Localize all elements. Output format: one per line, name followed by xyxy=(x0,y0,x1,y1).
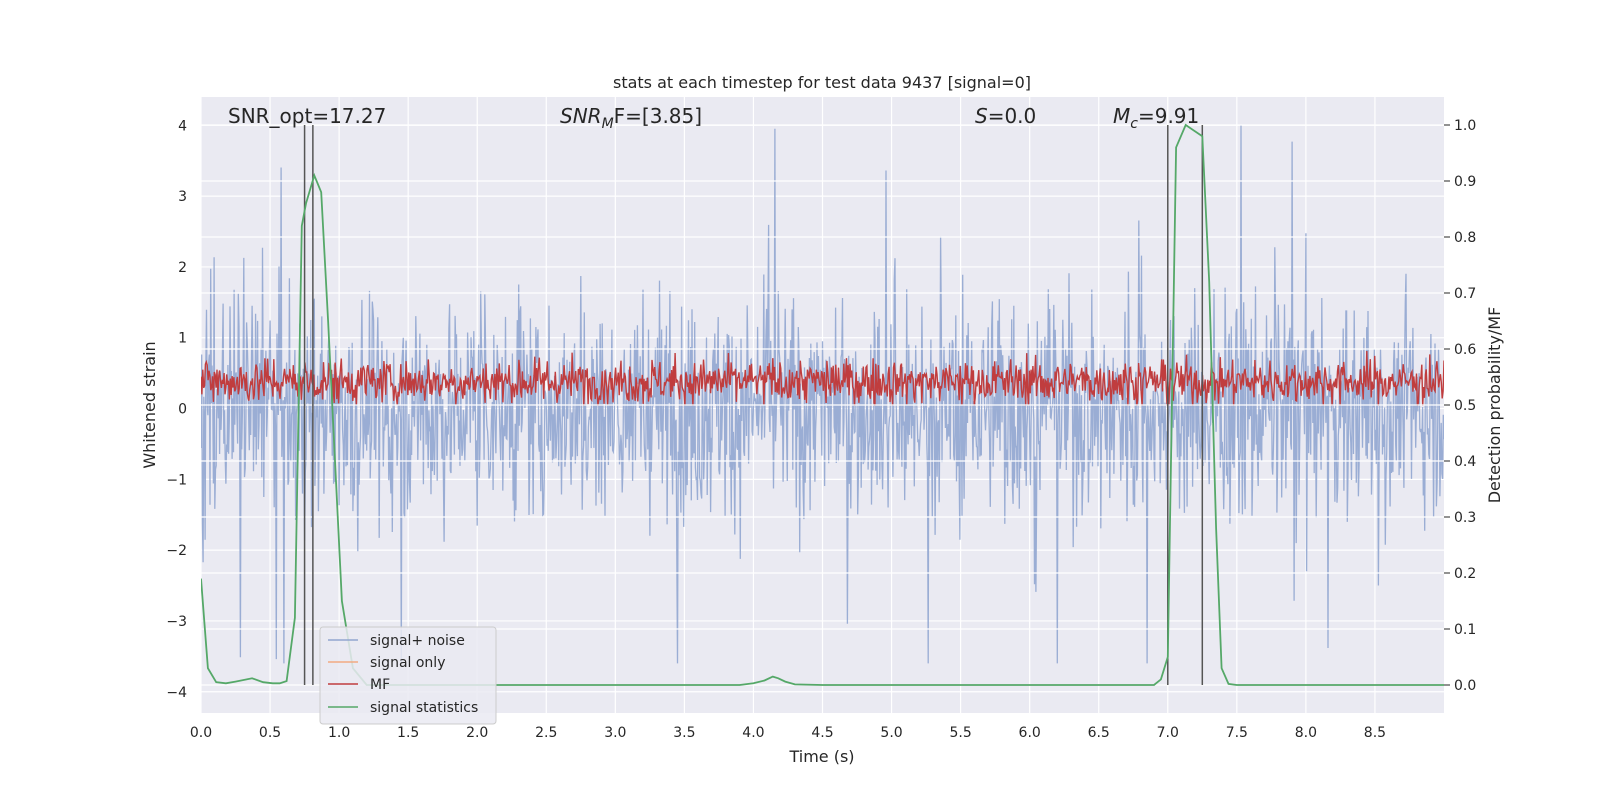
y-right-tick-label: 0.4 xyxy=(1454,454,1476,470)
y-left-tick-label: −4 xyxy=(166,685,187,701)
x-tick-label: 7.5 xyxy=(1226,725,1248,741)
y-left-axis-label: Whitened strain xyxy=(140,341,159,468)
x-tick-label: 6.5 xyxy=(1088,725,1110,741)
x-tick-labels: 0.0 0.5 1.0 1.5 2.0 2.5 3.0 3.5 4.0 4.5 5.0 5.5 6.0 6… xyxy=(190,725,1386,741)
y-left-tick-label: 0 xyxy=(178,402,187,418)
y-left-tick-label: 2 xyxy=(178,260,187,276)
legend-label-mf: MF xyxy=(370,677,390,693)
y-left-tick-label: −2 xyxy=(166,543,187,559)
y-right-tick-label: 0.3 xyxy=(1454,510,1476,526)
y-right-tick-label: 1.0 xyxy=(1454,118,1476,134)
x-tick-label: 3.0 xyxy=(604,725,626,741)
legend-box xyxy=(319,626,497,725)
y-right-tick-label: 0.5 xyxy=(1454,398,1476,414)
x-tick-label: 5.5 xyxy=(949,725,971,741)
x-tick-label: 8.0 xyxy=(1295,725,1317,741)
x-tick-label: 7.0 xyxy=(1157,725,1179,741)
annotation-mc-sub: c xyxy=(1130,116,1138,132)
y-right-tick-label: 0.9 xyxy=(1454,174,1476,190)
annotation-mc-rest: =9.91 xyxy=(1138,104,1199,128)
signal-noise-line xyxy=(201,125,1444,664)
x-tick-label: 4.0 xyxy=(742,725,764,741)
annotation-mc: Mc=9.91 xyxy=(1113,104,1199,132)
x-tick-label: 4.5 xyxy=(811,725,833,741)
x-tick-label: 2.0 xyxy=(466,725,488,741)
y-right-tick-label: 0.6 xyxy=(1454,342,1476,358)
y-right-tick-label: 0.1 xyxy=(1454,622,1476,638)
x-tick-label: 3.5 xyxy=(673,725,695,741)
legend: signal+ noise signal only MF signal stat… xyxy=(319,626,497,725)
y-right-tick-label: 0.8 xyxy=(1454,230,1476,246)
annotation-snr-opt: SNR_opt=17.27 xyxy=(228,104,386,128)
x-tick-label: 5.0 xyxy=(880,725,902,741)
y-left-tick-label: 4 xyxy=(178,118,187,134)
signal-noise-series xyxy=(201,125,1444,664)
x-tick-label: 1.0 xyxy=(328,725,350,741)
y-right-tick-label: 0.2 xyxy=(1454,566,1476,582)
y-left-tick-label: 1 xyxy=(178,331,187,347)
signal-statistics-line xyxy=(201,123,1444,686)
y-left-tick-labels: −4 −3 −2 −1 0 1 2 3 4 xyxy=(166,118,187,700)
annotation-mc-main: M xyxy=(1113,104,1130,128)
annotation-s-rest: =0.0 xyxy=(988,104,1037,128)
chart-title: stats at each timestep for test data 943… xyxy=(613,73,1031,92)
legend-label-signal-statistics: signal statistics xyxy=(370,700,478,716)
y-left-tick-label: 3 xyxy=(178,189,187,205)
x-tick-label: 8.5 xyxy=(1364,725,1386,741)
legend-label-signal-only: signal only xyxy=(370,655,445,671)
x-tick-label: 0.5 xyxy=(259,725,281,741)
mf-line xyxy=(201,350,1444,406)
vertical-markers xyxy=(303,125,1204,685)
annotation-snr-mf-sub: M xyxy=(602,116,614,132)
x-tick-label: 2.5 xyxy=(535,725,557,741)
x-tick-label: 0.0 xyxy=(190,725,212,741)
x-tick-label: 1.5 xyxy=(397,725,419,741)
y-right-tick-labels: 0.0 0.1 0.2 0.3 0.4 0.5 0.6 0.7 0.8 0.9 1.0 xyxy=(1444,118,1476,694)
annotation-snr-mf-rest: F=[3.85] xyxy=(614,104,702,128)
annotation-s-main: S xyxy=(975,104,988,128)
annotation-snr-mf-main: SNR xyxy=(560,104,602,128)
mf-series xyxy=(201,350,1444,406)
annotation-snr-mf: SNRMF=[3.85] xyxy=(560,104,702,132)
y-left-tick-label: −3 xyxy=(166,614,187,630)
y-right-tick-label: 0.0 xyxy=(1454,678,1476,694)
signal-statistics-series xyxy=(201,123,1444,686)
legend-label-signal-noise: signal+ noise xyxy=(370,633,465,649)
annotation-s: S=0.0 xyxy=(975,104,1036,128)
y-right-tick-label: 0.7 xyxy=(1454,286,1476,302)
y-left-tick-label: −1 xyxy=(166,472,187,488)
x-tick-label: 6.0 xyxy=(1019,725,1041,741)
x-axis-label: Time (s) xyxy=(788,747,854,766)
y-right-axis-label: Detection probability/MF xyxy=(1485,307,1504,504)
